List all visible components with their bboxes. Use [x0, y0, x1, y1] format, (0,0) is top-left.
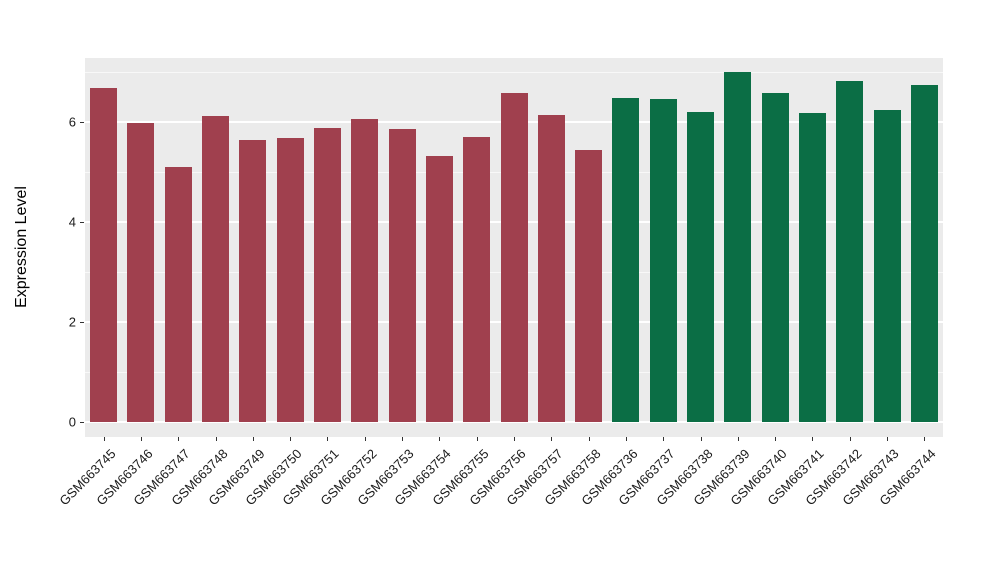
y-axis-title: Expression Level	[13, 186, 30, 308]
plot-panel	[85, 58, 943, 437]
bar	[127, 123, 155, 422]
x-tick-mark	[737, 437, 739, 441]
x-tick-mark	[663, 437, 665, 441]
y-tick-mark	[80, 122, 84, 123]
bar	[612, 98, 640, 422]
minor-gridline	[85, 71, 943, 73]
x-tick-mark	[178, 437, 180, 441]
bar	[798, 113, 826, 422]
bar	[276, 138, 304, 422]
bar	[463, 137, 491, 422]
bar	[910, 84, 938, 422]
x-tick-mark	[364, 437, 366, 441]
x-tick-mark	[476, 437, 478, 441]
bar	[537, 115, 565, 422]
bar	[164, 167, 192, 422]
x-tick-mark	[439, 437, 441, 441]
bar	[388, 128, 416, 422]
bar	[873, 109, 901, 422]
major-gridline	[85, 421, 943, 423]
y-tick-label: 4	[68, 214, 76, 230]
x-tick-mark	[103, 437, 105, 441]
x-tick-mark	[215, 437, 217, 441]
y-tick-mark	[80, 222, 84, 223]
bar	[202, 116, 230, 422]
bar	[836, 81, 864, 422]
bar	[425, 156, 453, 422]
bar	[351, 118, 379, 422]
x-tick-mark	[402, 437, 404, 441]
bar	[575, 149, 603, 422]
y-tick-label: 0	[68, 414, 76, 430]
x-tick-mark	[849, 437, 851, 441]
x-tick-mark	[775, 437, 777, 441]
bar	[90, 88, 118, 422]
x-tick-mark	[625, 437, 627, 441]
x-tick-mark	[327, 437, 329, 441]
x-tick-mark	[588, 437, 590, 441]
x-tick-mark	[700, 437, 702, 441]
bar	[687, 112, 715, 422]
y-tick-mark	[80, 422, 84, 423]
x-tick-mark	[514, 437, 515, 441]
x-tick-mark	[290, 437, 292, 441]
bar	[313, 128, 341, 422]
x-tick-mark	[924, 437, 926, 441]
bar	[761, 93, 789, 422]
y-tick-label: 2	[68, 314, 76, 330]
y-tick-mark	[80, 322, 84, 323]
bar	[724, 72, 752, 422]
x-tick-mark	[252, 437, 254, 441]
x-tick-mark	[551, 437, 553, 441]
y-tick-label: 6	[68, 114, 76, 130]
bar	[649, 99, 677, 422]
x-tick-mark	[812, 437, 814, 441]
bar	[239, 139, 267, 422]
x-tick-mark	[887, 437, 889, 441]
bar	[500, 93, 528, 422]
x-tick-mark	[140, 437, 142, 441]
